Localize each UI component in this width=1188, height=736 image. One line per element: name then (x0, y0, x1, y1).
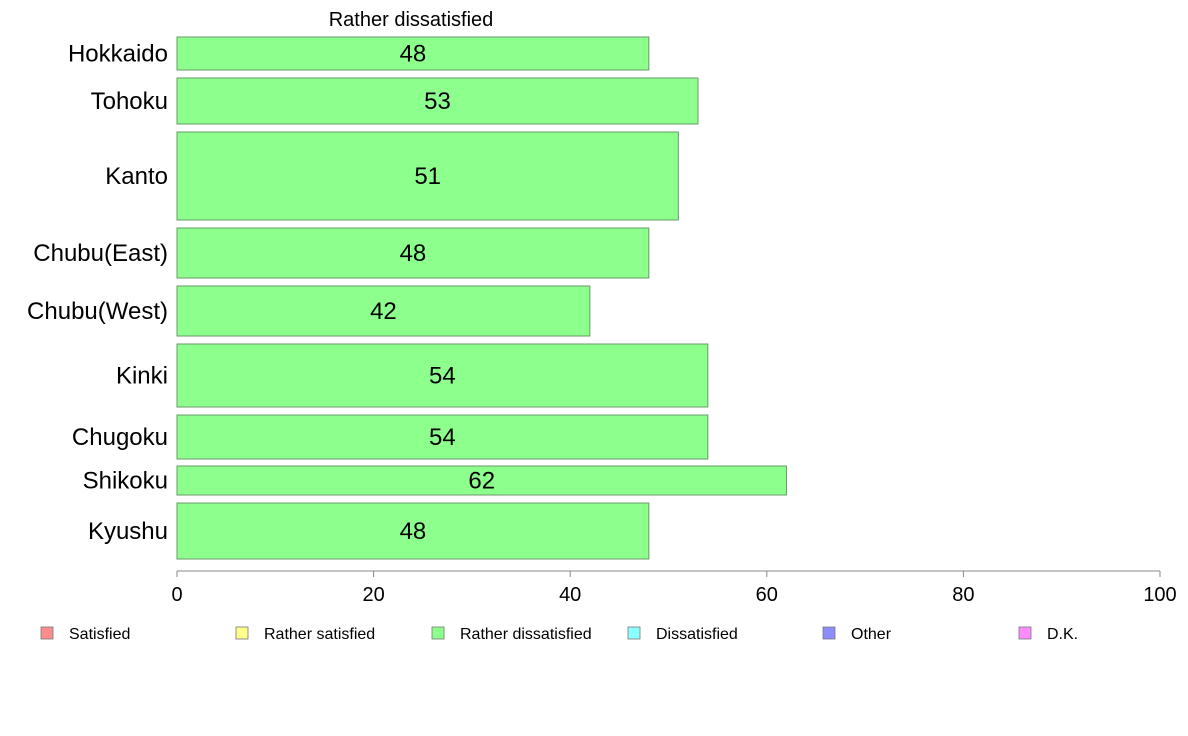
legend-swatch (1018, 626, 1032, 640)
x-tick-label: 40 (559, 584, 581, 606)
legend-swatch (627, 626, 641, 640)
legend-swatch (822, 626, 836, 640)
x-tick-label: 0 (171, 584, 182, 606)
x-tick-label: 80 (952, 584, 974, 606)
data-label: 53 (424, 88, 451, 115)
data-label: 48 (400, 240, 427, 267)
bar-tohoku (176, 77, 699, 125)
data-label: 48 (400, 41, 427, 68)
bar-chubu-east- (176, 227, 650, 279)
category-label: Kinki (116, 363, 168, 390)
legend-label: Other (851, 626, 892, 643)
legend-swatch (40, 626, 54, 640)
bar-shikoku (176, 465, 787, 496)
category-label: Chubu(East) (33, 240, 168, 267)
legend-label: Dissatisfied (656, 626, 738, 643)
x-tick-label: 20 (362, 584, 384, 606)
chart-title: Rather dissatisfied (329, 9, 494, 31)
bar-kyushu (176, 502, 650, 560)
legend-swatch (431, 626, 445, 640)
x-tick-label: 60 (756, 584, 778, 606)
legend-label: Satisfied (69, 626, 130, 643)
bar-kinki (176, 343, 709, 408)
data-label: 48 (400, 518, 427, 545)
bar-hokkaido (176, 36, 650, 71)
data-label: 51 (414, 163, 441, 190)
legend-label: Rather dissatisfied (460, 626, 592, 643)
bars-group: Hokkaido 48 Tohoku 53 Kanto 51 Chubu(East) 48 Ch… (27, 36, 787, 560)
legend-swatch (235, 626, 249, 640)
data-label: 42 (370, 298, 397, 325)
x-axis: 0 20 40 60 80 100 (171, 570, 1177, 606)
category-label: Tohoku (91, 88, 168, 115)
x-tick-label: 100 (1143, 584, 1176, 606)
category-label: Chubu(West) (27, 298, 168, 325)
category-label: Chugoku (72, 424, 168, 451)
category-label: Kyushu (88, 518, 168, 545)
legend-label: Rather satisfied (264, 626, 375, 643)
category-label: Hokkaido (68, 41, 168, 68)
bar-kanto (176, 131, 679, 221)
legend: Satisfied Rather satisfied Rather dissatis… (40, 626, 1078, 643)
data-label: 62 (468, 468, 495, 495)
bar-chugoku (176, 414, 709, 460)
data-label: 54 (429, 363, 456, 390)
legend-label: D.K. (1047, 626, 1078, 643)
category-label: Kanto (105, 163, 168, 190)
bar-chubu-west- (176, 285, 591, 337)
data-label: 54 (429, 424, 456, 451)
category-label: Shikoku (83, 468, 168, 495)
